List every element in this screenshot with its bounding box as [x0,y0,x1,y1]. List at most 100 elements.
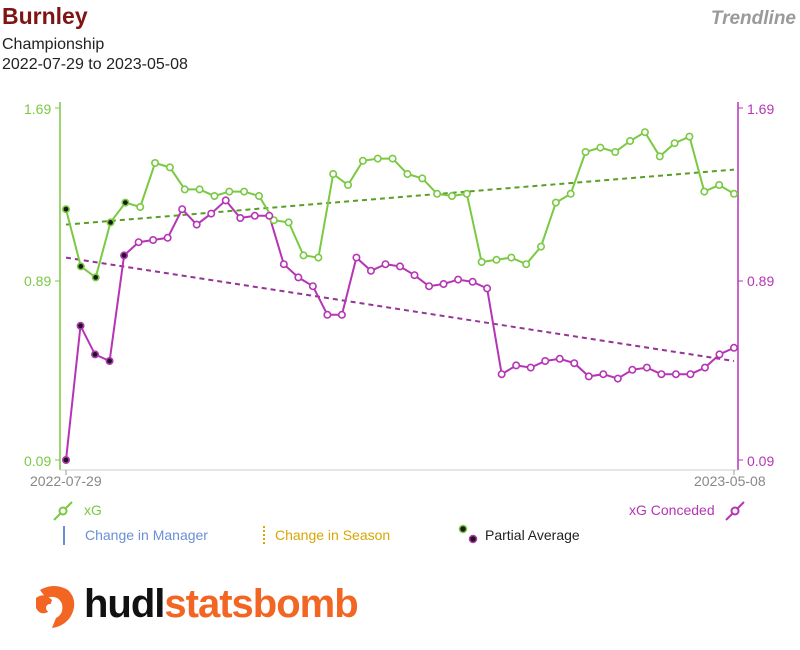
y-tick-right-mid: 0.89 [747,273,774,289]
xg-conceded-point [584,372,593,381]
xg-conceded-point [526,363,535,372]
partial-average-xgc-icon [468,534,478,544]
xg-point [314,253,323,262]
xg-conceded-point [352,253,361,262]
xg-point [240,187,249,196]
logo-statsbomb-text: statsbomb [164,582,358,626]
xg-conceded-point [410,271,419,280]
xg-conceded-point [265,211,274,220]
xg-point [729,189,738,198]
xg-conceded-point [178,205,187,214]
xg-conceded-point [497,370,506,379]
xg-point [91,273,100,282]
xg-point [254,192,263,201]
series-line-xg [65,130,735,280]
xg-conceded-point [163,233,172,242]
xg-conceded-point [381,260,390,269]
xg-conceded-point [120,251,129,260]
xg-conceded-point [555,354,564,363]
xg-conceded-point [686,370,695,379]
team-title: Burnley [2,3,88,29]
xg-point [447,192,456,201]
legend-xg-marker-icon [58,506,68,516]
xg-point [165,163,174,172]
trend-line-xg-conceded [65,256,735,362]
xg-conceded-point [105,356,114,365]
xg-point [388,154,397,163]
series-points [61,128,738,464]
xg-point [403,170,412,179]
xg-conceded-point [628,365,637,374]
logo-hudl-text: hudl [84,582,165,626]
xg-conceded-point [61,455,70,464]
xg-point [670,139,679,148]
legend-xg-label: xG [84,502,102,518]
xg-conceded-point [570,359,579,368]
xg-point [299,251,308,260]
xg-point [551,198,560,207]
competition-label: Championship [2,36,105,53]
xg-point [462,189,471,198]
y-tick-left-bottom: 0.09 [24,453,51,469]
xg-point [522,260,531,269]
x-tick-end: 2023-05-08 [694,473,766,489]
xg-point [715,181,724,190]
y-tick-left-top: 1.69 [24,101,51,117]
trend-lines [65,168,735,362]
statsbomb-logo: hudlstatsbomb [84,582,359,627]
xg-point [640,128,649,137]
hudl-logo-icon [36,586,75,628]
xg-conceded-point [671,370,680,379]
legend-partial-average-label: Partial Average [485,527,580,543]
date-range-label: 2022-07-29 to 2023-05-08 [2,56,188,73]
xg-point [537,242,546,251]
xg-conceded-point [76,321,85,330]
partial-average-xg-icon [458,524,468,534]
y-tick-right-bottom: 0.09 [747,453,774,469]
xg-point [269,216,278,225]
legend-xg-conceded-label: xG Conceded [629,502,715,518]
xg-conceded-point [279,260,288,269]
xg-point [373,154,382,163]
xg-conceded-point [613,374,622,383]
xg-point [492,255,501,264]
series-lines [65,130,735,461]
xg-conceded-point [468,277,477,286]
xg-point [611,148,620,157]
xg-conceded-point [250,211,259,220]
xg-point [329,170,338,179]
xg-point [151,159,160,168]
xg-conceded-point [700,363,709,372]
xg-point [136,203,145,212]
xg-conceded-point [337,310,346,319]
xg-conceded-point [366,266,375,275]
xg-conceded-point [729,343,738,352]
xg-conceded-point [149,236,158,245]
xg-point [418,174,427,183]
xg-conceded-point [91,350,100,359]
xg-conceded-point [192,220,201,229]
xg-point [685,132,694,141]
xg-point [477,257,486,266]
xg-conceded-point [294,273,303,282]
xg-conceded-point [207,209,216,218]
xg-point [566,189,575,198]
legend-xg-conceded-marker-icon [730,506,740,516]
xg-point [180,185,189,194]
xg-point [581,148,590,157]
y-tick-left-mid: 0.89 [24,273,51,289]
xg-point [626,137,635,146]
xg-conceded-point [483,284,492,293]
xg-point [195,185,204,194]
xg-conceded-point [657,370,666,379]
xg-conceded-point [323,310,332,319]
x-tick-start: 2022-07-29 [30,473,102,489]
xg-point [225,187,234,196]
trendline-brand: Trendline [710,8,796,29]
xg-point [433,189,442,198]
xg-conceded-point [236,214,245,223]
xg-point [358,156,367,165]
xg-point [596,143,605,152]
xg-point [700,187,709,196]
xg-conceded-point [454,275,463,284]
